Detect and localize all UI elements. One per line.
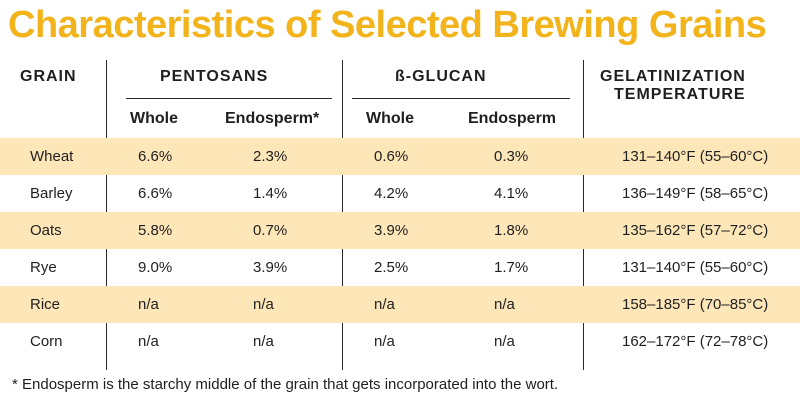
table-row: Oats 5.8% 0.7% 3.9% 1.8% 135–162°F (57–7…: [0, 212, 800, 249]
cell-glucan-whole: n/a: [374, 296, 395, 313]
cell-glucan-endosperm: n/a: [494, 296, 515, 313]
header-gelatinization: GELATINIZATION TEMPERATURE: [600, 68, 746, 103]
table-row: Wheat 6.6% 2.3% 0.6% 0.3% 131–140°F (55–…: [0, 138, 800, 175]
cell-pentosans-endosperm: 3.9%: [253, 259, 288, 276]
header-gelatinization-line1: GELATINIZATION: [600, 68, 746, 85]
cell-grain: Rice: [30, 296, 61, 313]
cell-pentosans-endosperm: 0.7%: [253, 222, 288, 239]
cell-glucan-endosperm: 4.1%: [494, 185, 529, 202]
cell-gel-temp: 162–172°F (72–78°C): [622, 333, 769, 350]
header-pentosans-whole: Whole: [130, 110, 178, 127]
header-grain: GRAIN: [20, 68, 77, 85]
cell-gel-temp: 158–185°F (70–85°C): [622, 296, 769, 313]
cell-pentosans-endosperm: n/a: [253, 296, 274, 313]
cell-pentosans-endosperm: 1.4%: [253, 185, 288, 202]
cell-pentosans-endosperm: 2.3%: [253, 148, 288, 165]
table-row: Rice n/a n/a n/a n/a 158–185°F (70–85°C): [0, 286, 800, 323]
cell-glucan-endosperm: n/a: [494, 333, 515, 350]
table-row: Rye 9.0% 3.9% 2.5% 1.7% 131–140°F (55–60…: [0, 249, 800, 286]
cell-grain: Wheat: [30, 148, 74, 165]
cell-pentosans-endosperm: n/a: [253, 333, 274, 350]
cell-grain: Rye: [30, 259, 57, 276]
cell-pentosans-whole: n/a: [138, 296, 159, 313]
cell-pentosans-whole: n/a: [138, 333, 159, 350]
table-row: Corn n/a n/a n/a n/a 162–172°F (72–78°C): [0, 323, 800, 360]
header-beta-glucan: ß-GLUCAN: [395, 68, 487, 85]
pentosans-rule: [126, 98, 332, 99]
cell-glucan-whole: n/a: [374, 333, 395, 350]
header-glucan-endosperm: Endosperm: [468, 110, 557, 127]
cell-grain: Oats: [30, 222, 62, 239]
cell-pentosans-whole: 6.6%: [138, 148, 173, 165]
footnote: * Endosperm is the starchy middle of the…: [12, 376, 559, 393]
cell-gel-temp: 131–140°F (55–60°C): [622, 259, 769, 276]
cell-pentosans-whole: 9.0%: [138, 259, 173, 276]
cell-glucan-whole: 3.9%: [374, 222, 409, 239]
cell-pentosans-whole: 6.6%: [138, 185, 173, 202]
cell-glucan-whole: 0.6%: [374, 148, 409, 165]
header-gelatinization-line2: TEMPERATURE: [614, 86, 746, 103]
cell-gel-temp: 135–162°F (57–72°C): [622, 222, 769, 239]
cell-glucan-endosperm: 1.8%: [494, 222, 529, 239]
header-pentosans: PENTOSANS: [160, 68, 269, 85]
cell-gel-temp: 131–140°F (55–60°C): [622, 148, 769, 165]
cell-glucan-whole: 2.5%: [374, 259, 409, 276]
header-pentosans-endosperm: Endosperm*: [225, 110, 320, 127]
table-row: Barley 6.6% 1.4% 4.2% 4.1% 136–149°F (58…: [0, 175, 800, 212]
header-glucan-whole: Whole: [366, 110, 414, 127]
cell-pentosans-whole: 5.8%: [138, 222, 173, 239]
cell-grain: Barley: [30, 185, 73, 202]
beta-glucan-rule: [352, 98, 570, 99]
cell-gel-temp: 136–149°F (58–65°C): [622, 185, 769, 202]
cell-glucan-endosperm: 0.3%: [494, 148, 529, 165]
cell-glucan-endosperm: 1.7%: [494, 259, 529, 276]
cell-glucan-whole: 4.2%: [374, 185, 409, 202]
cell-grain: Corn: [30, 333, 63, 350]
page-title: Characteristics of Selected Brewing Grai…: [8, 4, 767, 46]
